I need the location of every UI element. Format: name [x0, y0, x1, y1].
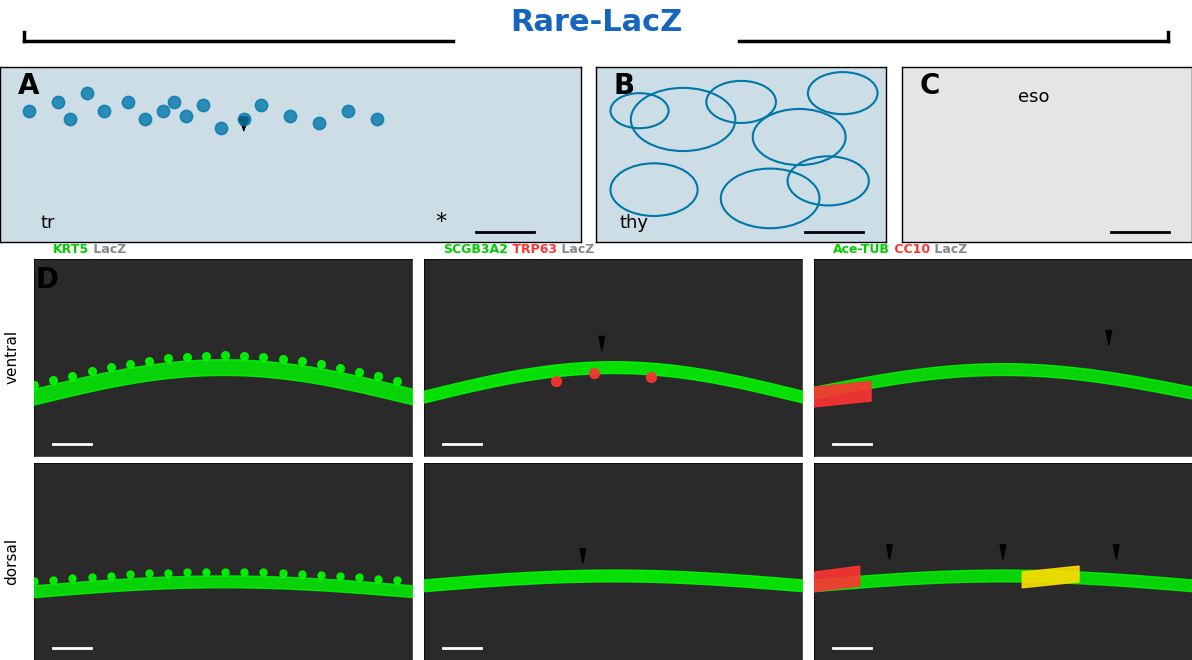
- Point: [120, 358, 139, 369]
- Point: [292, 568, 311, 579]
- Text: ventral: ventral: [5, 330, 19, 384]
- Point: [101, 362, 120, 373]
- Point: [273, 568, 292, 578]
- Point: [60, 114, 79, 125]
- Point: [159, 353, 178, 364]
- Point: [44, 575, 63, 585]
- Point: [153, 106, 172, 116]
- Text: C: C: [919, 72, 939, 100]
- Point: [339, 106, 358, 116]
- Point: [387, 376, 406, 386]
- Point: [178, 351, 197, 362]
- Point: [216, 350, 235, 360]
- Point: [25, 576, 44, 587]
- Text: B: B: [614, 72, 634, 100]
- Point: [25, 379, 44, 390]
- Point: [101, 570, 120, 581]
- Text: CC10: CC10: [889, 243, 930, 255]
- Point: [63, 370, 82, 381]
- Point: [349, 367, 368, 378]
- Point: [95, 106, 114, 116]
- Text: A: A: [18, 72, 39, 100]
- Text: dorsal: dorsal: [5, 538, 19, 585]
- Text: LacZ: LacZ: [89, 243, 126, 255]
- Text: Rare-LacZ: Rare-LacZ: [510, 8, 682, 37]
- Point: [368, 371, 387, 381]
- Point: [197, 566, 216, 577]
- Text: thy: thy: [619, 214, 648, 232]
- Text: *: *: [435, 212, 447, 232]
- Point: [197, 350, 216, 361]
- Text: KRT5: KRT5: [54, 243, 89, 255]
- Point: [330, 363, 349, 374]
- Text: LacZ: LacZ: [557, 243, 594, 255]
- Point: [82, 366, 101, 377]
- Point: [63, 573, 82, 583]
- Point: [330, 570, 349, 581]
- Point: [310, 117, 329, 128]
- Text: tr: tr: [41, 214, 55, 232]
- Point: [139, 356, 159, 366]
- Point: [44, 375, 63, 385]
- Point: [368, 114, 387, 125]
- Point: [547, 376, 566, 386]
- Point: [49, 96, 68, 107]
- Point: [281, 111, 300, 121]
- Point: [164, 96, 184, 107]
- Point: [252, 100, 271, 111]
- Point: [120, 569, 139, 579]
- Point: [139, 568, 159, 579]
- Text: SCGB3A2: SCGB3A2: [443, 243, 508, 255]
- Point: [292, 356, 311, 366]
- Point: [235, 350, 254, 361]
- Point: [349, 572, 368, 582]
- Point: [254, 352, 273, 362]
- Point: [387, 575, 406, 585]
- Text: TRP63: TRP63: [508, 243, 557, 255]
- Point: [77, 88, 97, 98]
- Text: D: D: [36, 265, 58, 294]
- Point: [159, 568, 178, 578]
- Point: [585, 368, 604, 378]
- Point: [136, 114, 155, 125]
- Point: [311, 359, 330, 370]
- Point: [641, 372, 660, 382]
- Text: D: D: [0, 271, 23, 299]
- Point: [178, 567, 197, 578]
- Point: [216, 566, 235, 577]
- Text: LacZ: LacZ: [930, 243, 967, 255]
- Point: [118, 96, 137, 107]
- Point: [193, 100, 212, 111]
- Point: [19, 106, 38, 116]
- Point: [82, 572, 101, 582]
- Text: Ace-TUB: Ace-TUB: [833, 243, 889, 255]
- Point: [254, 567, 273, 578]
- Point: [311, 570, 330, 580]
- Text: eso: eso: [1018, 88, 1049, 106]
- Point: [176, 111, 195, 121]
- Point: [273, 354, 292, 364]
- Point: [211, 123, 230, 133]
- Point: [235, 114, 254, 125]
- Point: [368, 574, 387, 584]
- Point: [235, 566, 254, 577]
